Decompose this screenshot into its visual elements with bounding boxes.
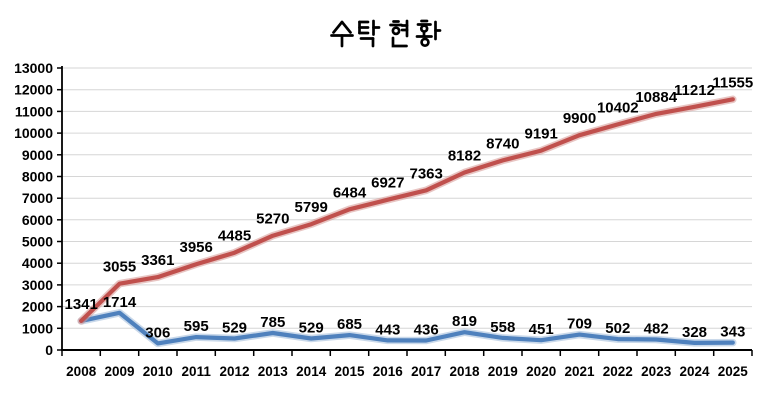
y-axis-labels: 0 1000 2000 3000 4000 5000 6000 7000 8000 9000 100…: [14, 60, 53, 358]
x-axis-tick-label: 2015: [334, 364, 365, 379]
series-annual-blue-line: [77, 309, 737, 348]
x-axis-tick-label: 2012: [219, 364, 249, 379]
y-axis-tick-label: 11000: [15, 103, 53, 119]
data-label: 4485: [218, 228, 251, 245]
data-label: 785: [260, 314, 285, 331]
x-axis-tick-label: 2017: [411, 364, 441, 379]
data-label: 482: [644, 321, 669, 338]
x-axis-tick-label: 2014: [296, 364, 327, 379]
x-axis-tick-label: 2024: [679, 364, 710, 379]
annual-blue-line: [79, 310, 735, 346]
data-label: 819: [452, 313, 477, 330]
x-axis-tick-label: 2019: [488, 364, 518, 379]
title-glyph: [415, 19, 442, 48]
x-axis-labels: 2008 2009 2010 2011 2012 2013 2014 2015 2016 2017…: [66, 364, 748, 379]
y-axis-tick-label: 0: [45, 342, 53, 358]
data-label: 3956: [180, 239, 213, 256]
x-axis-tick-label: 2020: [526, 364, 556, 379]
y-axis-tick-label: 13000: [14, 60, 53, 76]
axes: [57, 66, 753, 356]
data-label: 3055: [103, 259, 136, 276]
y-axis-tick-label: 10000: [14, 125, 53, 141]
data-label: 8740: [486, 135, 519, 152]
y-axis-tick-label: 2000: [22, 299, 53, 315]
data-label: 1714: [103, 294, 137, 311]
y-axis-tick-label: 3000: [22, 277, 53, 293]
y-axis-tick-label: 9000: [22, 147, 53, 163]
gridlines: [62, 67, 752, 329]
y-axis-tick-label: 8000: [22, 169, 53, 185]
x-axis-tick-label: 2013: [258, 364, 289, 379]
y-axis-tick-label: 5000: [22, 234, 53, 250]
data-label: 436: [414, 322, 439, 339]
y-axis-tick-label: 12000: [14, 82, 53, 98]
x-axis-tick-label: 2010: [143, 364, 173, 379]
data-label: 529: [299, 320, 324, 337]
data-label: 558: [490, 319, 515, 336]
x-axis-tick-label: 2025: [718, 364, 749, 379]
data-label: 5799: [295, 199, 328, 216]
data-label: 328: [682, 324, 707, 341]
data-label: 709: [567, 316, 592, 333]
data-label: 306: [145, 324, 170, 341]
data-label: 451: [529, 321, 554, 338]
title-glyph: [330, 20, 354, 48]
data-label: 10402: [597, 99, 639, 116]
data-label: 6484: [333, 184, 367, 201]
x-axis-tick-label: 2009: [104, 364, 134, 379]
x-axis-tick-label: 2008: [66, 364, 97, 379]
chart-title-glyphs: [330, 19, 442, 48]
data-label: 11212: [674, 82, 715, 99]
data-label: 595: [184, 318, 209, 335]
x-axis-tick-label: 2018: [449, 364, 480, 379]
title-glyph: [389, 19, 409, 48]
data-label: 6927: [371, 175, 404, 192]
x-axis-tick-label: 2016: [373, 364, 404, 379]
y-axis-tick-label: 4000: [22, 255, 53, 271]
data-label: 1341: [65, 296, 98, 313]
data-label: 529: [222, 320, 247, 337]
y-axis-tick-label: 6000: [22, 212, 53, 228]
data-label: 9191: [525, 126, 558, 143]
data-label: 502: [605, 320, 630, 337]
x-axis-tick-label: 2021: [564, 364, 595, 379]
x-axis-tick-label: 2011: [182, 364, 212, 379]
data-label: 3361: [141, 252, 174, 269]
data-label: 443: [375, 321, 400, 338]
data-label: 8182: [448, 148, 481, 165]
labels-annual-blue-line: 1714 306 595 529 785 529 685 443 436 819 558 451 709…: [103, 294, 746, 342]
series-cumulative-red-line: [77, 95, 737, 325]
data-label: 343: [720, 324, 745, 341]
x-axis-tick-label: 2023: [641, 364, 672, 379]
cumulative-red-line-halo: [77, 95, 737, 325]
y-axis-tick-label: 1000: [22, 320, 53, 336]
x-axis-tick-label: 2022: [603, 364, 633, 379]
title-glyph: [358, 19, 381, 48]
data-label: 5270: [256, 211, 289, 228]
cumulative-red-line: [79, 97, 735, 323]
data-label: 9900: [563, 110, 596, 127]
y-axis-tick-label: 7000: [22, 190, 53, 206]
data-label: 10884: [635, 89, 677, 106]
data-label: 685: [337, 316, 362, 333]
data-label: 11555: [712, 74, 753, 91]
data-label: 7363: [410, 165, 443, 182]
